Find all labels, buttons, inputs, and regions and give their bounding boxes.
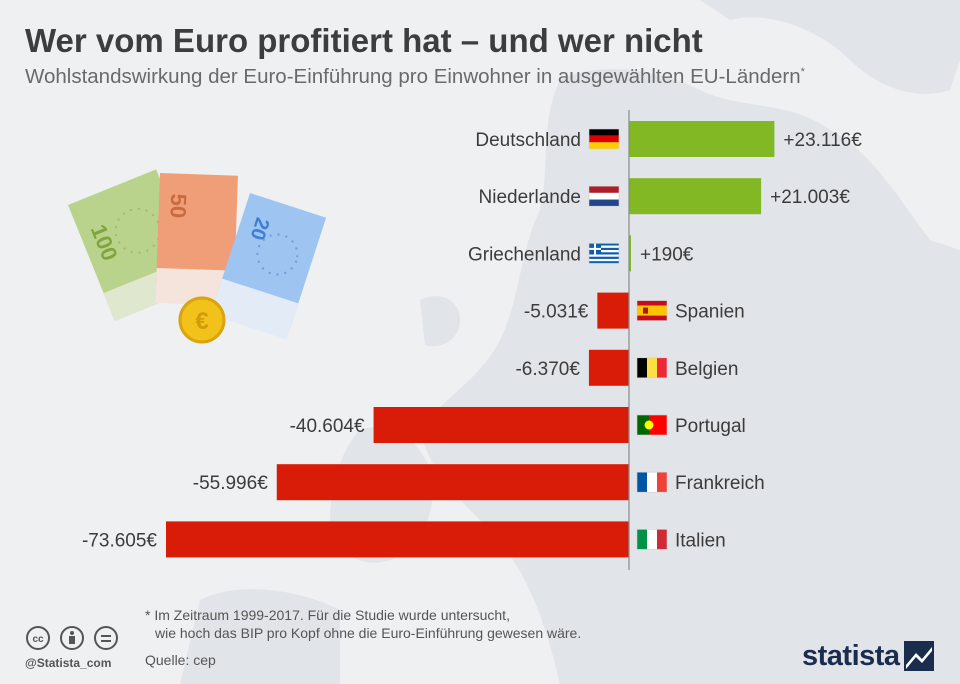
- category-label: Spanien: [675, 302, 745, 323]
- footnote: * Im Zeitraum 1999-2017. Für die Studie …: [145, 606, 705, 642]
- category-label: Italien: [675, 530, 726, 551]
- euro-coin-symbol: €: [195, 308, 208, 335]
- bar-spanien: [597, 292, 629, 329]
- flag-nl-icon: [588, 185, 620, 207]
- banknote-50-label: 50: [165, 193, 191, 218]
- euro-coin-icon: [178, 296, 226, 344]
- bar-niederlande: [629, 178, 762, 215]
- statista-logo-icon: [904, 641, 934, 671]
- data-label: -40.604€: [290, 416, 365, 437]
- category-label: Belgien: [675, 359, 738, 380]
- euro-banknotes-illustration: 100 50 20 €: [68, 169, 327, 344]
- data-label: +21.003€: [770, 187, 850, 208]
- chart-title: Wer vom Euro profitiert hat – und wer ni…: [25, 22, 703, 59]
- flag-de-icon: [588, 128, 620, 150]
- data-label: -5.031€: [524, 302, 589, 323]
- bar-frankreich: [276, 464, 629, 501]
- category-label: Portugal: [675, 416, 746, 437]
- category-label: Deutschland: [475, 130, 581, 151]
- data-label: -6.370€: [515, 359, 580, 380]
- svg-text:cc: cc: [32, 634, 44, 645]
- flag-be-icon: [636, 357, 668, 379]
- category-label: Griechenland: [468, 244, 581, 265]
- flag-it-icon: [636, 529, 668, 550]
- footnote-line-1: * Im Zeitraum 1999-2017. Für die Studie …: [145, 607, 510, 623]
- flag-gr-icon: [588, 243, 620, 264]
- category-label: Frankreich: [675, 473, 765, 494]
- subtitle-footnote-mark: *: [800, 66, 805, 79]
- footnote-line-2: wie hoch das BIP pro Kopf ohne die Euro-…: [155, 625, 582, 641]
- flag-fr-icon: [636, 471, 668, 493]
- chart-subtitle: Wohlstandswirkung der Euro-Einführung pr…: [25, 65, 805, 89]
- bar-italien: [166, 521, 629, 558]
- subtitle-text: Wohlstandswirkung der Euro-Einführung pr…: [25, 65, 801, 88]
- data-label: +190€: [640, 244, 694, 265]
- data-label: -55.996€: [193, 473, 268, 494]
- flag-pt-icon: [636, 414, 668, 436]
- statista-logo-text[interactable]: statista: [802, 640, 900, 672]
- data-label: -73.605€: [82, 530, 157, 551]
- category-label: Niederlande: [479, 187, 581, 208]
- statista-handle[interactable]: @Statista_com: [25, 656, 112, 670]
- flag-es-icon: [636, 300, 668, 321]
- bar-deutschland: [629, 121, 775, 157]
- bar-belgien: [588, 349, 629, 386]
- bar-portugal: [373, 407, 629, 443]
- creative-commons-icons[interactable]: cc: [25, 625, 121, 651]
- bar-griechenland: [629, 235, 631, 272]
- source-label: Quelle: cep: [145, 652, 216, 668]
- data-label: +23.116€: [783, 130, 862, 151]
